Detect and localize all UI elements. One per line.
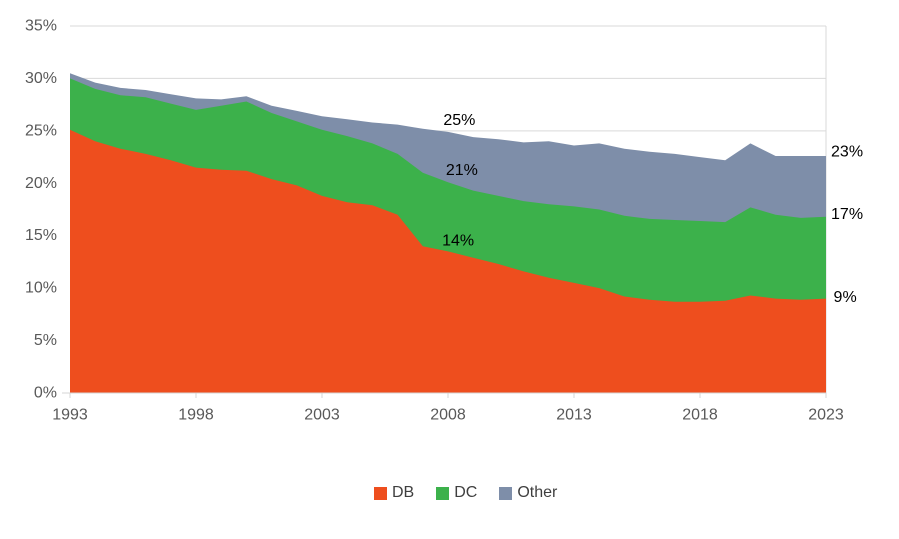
y-tick-label: 35% (25, 18, 57, 35)
x-tick-label: 2013 (556, 407, 592, 424)
db-series-swatch-icon (374, 486, 387, 500)
data-label: 14% (442, 232, 474, 249)
y-tick-label: 20% (25, 175, 57, 192)
series-area-db (70, 129, 826, 394)
x-tick-label: 1993 (52, 407, 88, 424)
legend-item-db: DB (374, 485, 414, 501)
x-tick-label: 2018 (682, 407, 718, 424)
legend-label-other: Other (517, 484, 558, 501)
data-label: 23% (831, 143, 863, 160)
other-series-swatch-icon (499, 486, 513, 500)
legend-label-db: DB (392, 484, 415, 501)
legend-item-other: Other (499, 485, 557, 501)
y-tick-label: 5% (34, 332, 57, 349)
y-tick-label: 15% (25, 227, 57, 244)
legend-label-dc: DC (454, 484, 478, 501)
legend: DB DC Other (374, 485, 557, 501)
data-label: 17% (831, 206, 863, 223)
legend-item-dc: DC (436, 485, 477, 501)
x-tick-label: 2003 (304, 407, 340, 424)
data-label: 21% (446, 162, 478, 179)
y-tick-label: 0% (34, 385, 57, 402)
x-tick-label: 1998 (178, 407, 214, 424)
dc-series-swatch-icon (436, 486, 450, 500)
y-tick-label: 10% (25, 280, 57, 297)
data-label: 25% (443, 112, 475, 129)
x-tick-label: 2008 (430, 407, 466, 424)
x-tick-label: 2023 (808, 407, 844, 424)
y-tick-label: 25% (25, 122, 57, 139)
y-tick-label: 30% (25, 70, 57, 87)
data-label: 9% (834, 289, 857, 306)
